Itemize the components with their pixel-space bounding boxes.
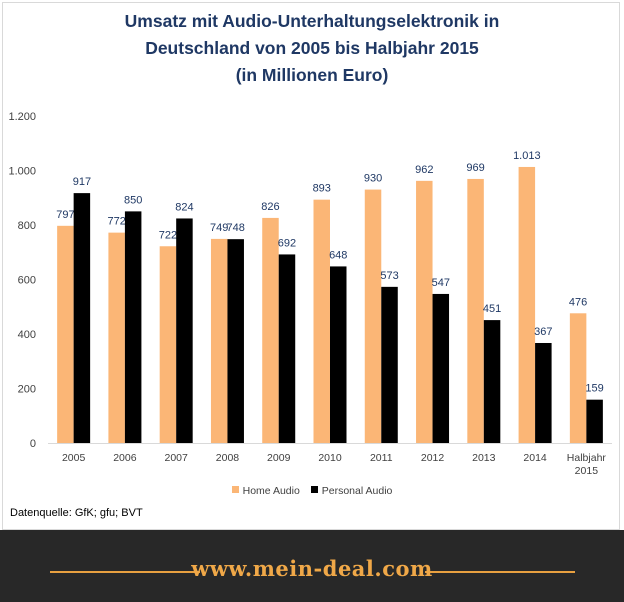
- bar-personal-audio: [73, 193, 91, 443]
- data-label-personal-audio: 573: [380, 270, 398, 282]
- y-tick-label: 0: [30, 438, 36, 450]
- y-tick-label: 1.000: [8, 166, 36, 178]
- data-label-home-audio: 722: [159, 229, 177, 241]
- legend: Home Audio Personal Audio: [0, 485, 624, 497]
- footer-line-left: [50, 571, 200, 573]
- legend-label-home-audio: Home Audio: [242, 485, 300, 497]
- bar-home-audio: [262, 217, 279, 443]
- x-tick-label: 2011: [370, 452, 393, 464]
- data-label-home-audio: 930: [364, 173, 382, 185]
- bar-home-audio: [364, 189, 382, 443]
- data-label-home-audio: 797: [56, 209, 74, 221]
- footer-banner: www.mein-deal.com: [0, 530, 624, 602]
- title-line-2: Deutschland von 2005 bis Halbjahr 2015: [145, 38, 479, 58]
- bar-personal-audio: [227, 239, 244, 443]
- x-tick-label: 2009: [267, 452, 291, 464]
- bar-home-audio: [313, 199, 330, 443]
- data-label-home-audio: 476: [569, 296, 587, 308]
- bar-personal-audio: [586, 399, 603, 443]
- x-tick-label: 2015: [575, 465, 599, 477]
- data-label-personal-audio: 850: [124, 194, 142, 206]
- title-line-1: Umsatz mit Audio-Unterhaltungselektronik…: [124, 11, 500, 31]
- data-label-home-audio: 1.013: [513, 150, 541, 162]
- bar-personal-audio: [124, 211, 142, 443]
- data-label-personal-audio: 648: [329, 249, 347, 261]
- legend-swatch-home-audio: [231, 486, 239, 493]
- x-tick-label: 2010: [318, 452, 342, 464]
- data-label-personal-audio: 824: [175, 201, 193, 213]
- bar-personal-audio: [381, 286, 398, 443]
- data-label-personal-audio: 547: [432, 277, 450, 289]
- legend-item-personal-audio: Personal Audio: [310, 485, 393, 497]
- bar-home-audio: [210, 238, 228, 443]
- legend-item-home-audio: Home Audio: [231, 485, 300, 497]
- bar-home-audio: [569, 313, 587, 443]
- data-source-note: Datenquelle: GfK; gfu; BVT: [10, 507, 143, 519]
- bar-personal-audio: [535, 342, 552, 443]
- data-label-home-audio: 962: [415, 164, 433, 176]
- data-label-personal-audio: 748: [227, 222, 245, 234]
- bar-home-audio: [159, 246, 177, 443]
- data-label-personal-audio: 159: [585, 383, 603, 395]
- x-tick-label: Halbjahr: [567, 452, 607, 464]
- footer-line-right: [425, 571, 575, 573]
- y-tick-label: 400: [18, 329, 36, 341]
- data-label-home-audio: 826: [261, 201, 279, 213]
- bar-personal-audio: [278, 254, 296, 443]
- y-tick-label: 800: [18, 220, 36, 232]
- bar-personal-audio: [483, 320, 501, 443]
- x-tick-label: 2007: [165, 452, 189, 464]
- data-label-home-audio: 969: [466, 162, 484, 174]
- bar-home-audio: [467, 178, 484, 443]
- x-tick-label: 2008: [216, 452, 240, 464]
- footer-site-link[interactable]: www.mein-deal.com: [191, 556, 433, 581]
- bar-home-audio: [57, 225, 74, 443]
- legend-swatch-personal-audio: [310, 486, 318, 493]
- data-label-personal-audio: 367: [534, 326, 552, 338]
- x-tick-label: 2005: [62, 452, 86, 464]
- x-tick-label: 2013: [472, 452, 496, 464]
- y-tick-label: 600: [18, 275, 36, 287]
- data-label-home-audio: 749: [210, 222, 228, 234]
- data-label-personal-audio: 917: [73, 176, 91, 188]
- bar-personal-audio: [330, 266, 347, 443]
- chart-frame: [2, 2, 620, 530]
- x-tick-label: 2014: [523, 452, 547, 464]
- bar-personal-audio: [176, 218, 193, 443]
- bar-chart: 0 200 400 600 800 1.000 1.200 797 917 2005 772 850 2…: [8, 111, 612, 477]
- bar-home-audio: [108, 232, 125, 443]
- bar-home-audio: [416, 180, 433, 444]
- bar-personal-audio: [432, 293, 450, 443]
- data-label-personal-audio: 451: [483, 303, 501, 315]
- data-label-home-audio: 772: [107, 216, 125, 228]
- x-tick-label: 2012: [421, 452, 445, 464]
- data-label-home-audio: 893: [313, 183, 331, 195]
- legend-label-personal-audio: Personal Audio: [321, 485, 393, 497]
- title-line-3: (in Millionen Euro): [235, 65, 389, 85]
- y-tick-label: 1.200: [8, 111, 36, 123]
- chart-title: Umsatz mit Audio-Unterhaltungselektronik…: [0, 8, 624, 89]
- bar-home-audio: [518, 166, 536, 443]
- x-tick-label: 2006: [113, 452, 137, 464]
- y-tick-label: 200: [18, 384, 36, 396]
- data-label-personal-audio: 692: [278, 237, 296, 249]
